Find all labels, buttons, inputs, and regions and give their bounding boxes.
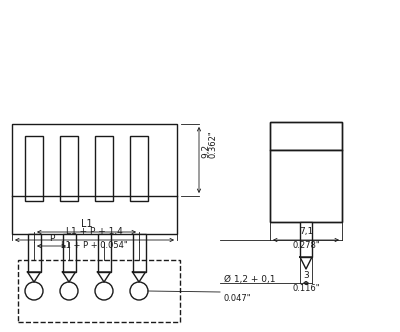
Text: 0.278": 0.278" <box>292 241 320 250</box>
Bar <box>130 136 148 201</box>
Bar <box>270 122 342 222</box>
Bar <box>300 222 312 257</box>
Text: 9,2: 9,2 <box>201 144 210 158</box>
Bar <box>95 136 113 201</box>
Text: 3: 3 <box>303 271 309 280</box>
Text: 0.116": 0.116" <box>292 284 320 293</box>
Text: L1 + P + 0.054": L1 + P + 0.054" <box>61 241 128 250</box>
Text: L1: L1 <box>81 219 92 229</box>
Bar <box>12 124 177 234</box>
Bar <box>98 234 110 272</box>
Bar <box>18 260 180 322</box>
Bar <box>62 234 76 272</box>
Text: 7,1: 7,1 <box>299 227 313 236</box>
Bar <box>28 234 40 272</box>
Text: L1 + P + 1,4: L1 + P + 1,4 <box>66 227 123 236</box>
Bar <box>132 234 146 272</box>
Bar <box>270 122 342 150</box>
Text: 0.362": 0.362" <box>208 130 217 158</box>
Text: 0.047": 0.047" <box>224 294 252 303</box>
Bar <box>60 136 78 201</box>
Text: Ø 1,2 + 0,1: Ø 1,2 + 0,1 <box>224 275 276 284</box>
Bar <box>25 136 43 201</box>
Text: P: P <box>49 234 54 243</box>
Bar <box>270 150 342 222</box>
